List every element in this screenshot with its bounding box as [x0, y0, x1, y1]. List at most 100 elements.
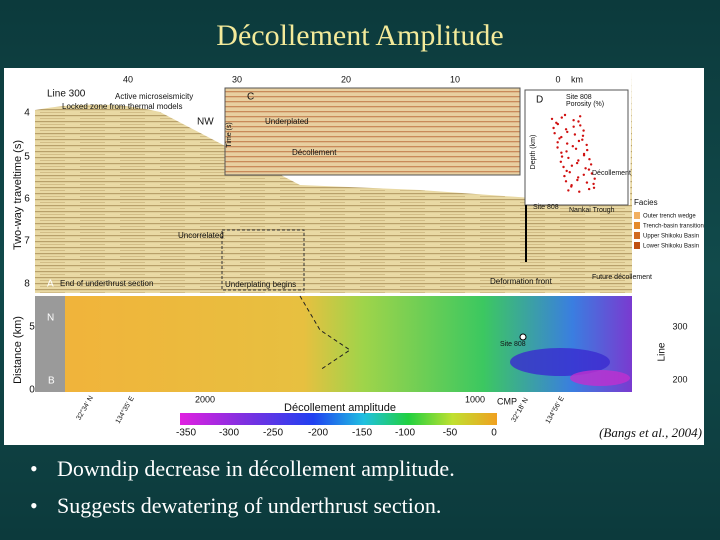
slide-title: Décollement Amplitude — [216, 19, 503, 52]
figure-label: End of underthrust section — [60, 279, 153, 288]
figure-label: 0 — [555, 74, 560, 84]
porosity-point — [572, 125, 575, 128]
figure-label: 0 — [491, 428, 497, 439]
porosity-point — [581, 138, 584, 141]
figure-label: -50 — [443, 428, 458, 439]
figure-label: Upper Shikoku Basin — [643, 234, 699, 240]
facies-swatch — [634, 222, 640, 229]
porosity-point — [560, 116, 563, 119]
porosity-point — [552, 126, 555, 130]
figure-label: -200 — [308, 428, 328, 439]
figure-label: Lower Shikoku Basin — [643, 244, 699, 250]
bullet-text: Suggests dewatering of underthrust secti… — [57, 493, 441, 518]
porosity-point — [593, 177, 596, 180]
porosity-point — [585, 143, 588, 147]
facies-swatch — [634, 212, 640, 219]
porosity-point — [573, 133, 577, 136]
figure-label: -100 — [395, 428, 415, 439]
figure-label: 2000 — [195, 394, 215, 404]
figure-label: 7 — [24, 236, 30, 247]
porosity-points — [550, 113, 596, 193]
facies-swatch — [634, 232, 640, 239]
figure-label: Distance (km) — [12, 316, 24, 384]
porosity-point — [562, 165, 565, 169]
figure-label: NW — [197, 117, 214, 128]
facies-legend — [634, 212, 640, 249]
site-marker — [519, 333, 527, 341]
porosity-point — [563, 174, 566, 178]
figure-label: Future décollement — [592, 274, 652, 281]
figure-label: -250 — [263, 428, 283, 439]
figure-label: 5 — [24, 152, 30, 163]
porosity-point — [586, 148, 589, 152]
porosity-point — [560, 151, 563, 154]
figure-label: 40 — [123, 74, 133, 84]
figure-label: -150 — [352, 428, 372, 439]
porosity-point — [587, 168, 591, 171]
figure-label: D — [536, 95, 543, 106]
porosity-point — [578, 115, 582, 118]
porosity-point — [568, 171, 571, 174]
panel-c-inset — [224, 87, 521, 176]
citation: (Bangs et al., 2004) — [599, 425, 702, 440]
porosity-point — [585, 181, 589, 184]
figure-label: 5 — [29, 322, 35, 333]
figure-label: Depth (km) — [530, 135, 537, 170]
figure-label: A — [47, 279, 54, 290]
porosity-point — [572, 119, 575, 122]
porosity-point — [582, 173, 585, 176]
panel-d-inset — [524, 89, 629, 206]
porosity-point — [574, 147, 578, 150]
porosity-point — [579, 124, 582, 127]
figure-label: -350 — [176, 428, 196, 439]
porosity-point — [576, 176, 580, 179]
porosity-point — [592, 182, 595, 186]
porosity-point — [582, 154, 586, 157]
figure-label: 1000 — [465, 394, 485, 404]
figure-label: Porosity (%) — [566, 101, 604, 108]
figure-label: N — [47, 313, 54, 324]
porosity-point — [570, 164, 574, 167]
figure-label: Uncorrelated — [178, 231, 224, 240]
figure-label: Décollement — [292, 148, 337, 157]
figure-label: Site 808 — [533, 204, 559, 211]
figure-label: 4 — [24, 108, 30, 119]
porosity-point — [553, 132, 556, 135]
figure-label: Site 808 — [566, 94, 592, 101]
porosity-point — [560, 155, 564, 158]
figure-label: 20 — [341, 74, 351, 84]
porosity-point — [567, 189, 570, 192]
porosity-point — [559, 160, 563, 163]
porosity-point — [565, 150, 568, 153]
porosity-point — [576, 178, 579, 182]
porosity-point — [590, 172, 594, 175]
figure-label: Two-way traveltime (s) — [12, 140, 24, 250]
porosity-point — [578, 190, 581, 193]
bullet-marker: • — [30, 493, 38, 518]
porosity-point — [581, 134, 585, 137]
porosity-point — [556, 122, 560, 126]
figure-label: -300 — [219, 428, 239, 439]
figure-label: 30 — [232, 74, 242, 84]
porosity-point — [563, 113, 567, 117]
figure-label: C — [247, 92, 254, 103]
figure-label: Trench-basin transition — [643, 224, 704, 230]
figure-label: 200 — [672, 374, 687, 384]
porosity-point — [577, 159, 580, 162]
figure-label: B — [48, 376, 55, 387]
figure-label: Deformation front — [490, 277, 553, 286]
porosity-point — [558, 137, 561, 140]
porosity-point — [556, 146, 559, 149]
porosity-point — [592, 186, 596, 189]
figure-label: Active microseismicity — [115, 92, 193, 101]
porosity-point — [565, 142, 569, 145]
porosity-point — [589, 163, 593, 166]
porosity-point — [566, 130, 569, 134]
figure-label: Locked zone from thermal models — [62, 102, 183, 111]
porosity-point — [556, 141, 559, 144]
figure-label: 8 — [24, 279, 30, 290]
porosity-point — [588, 158, 591, 161]
